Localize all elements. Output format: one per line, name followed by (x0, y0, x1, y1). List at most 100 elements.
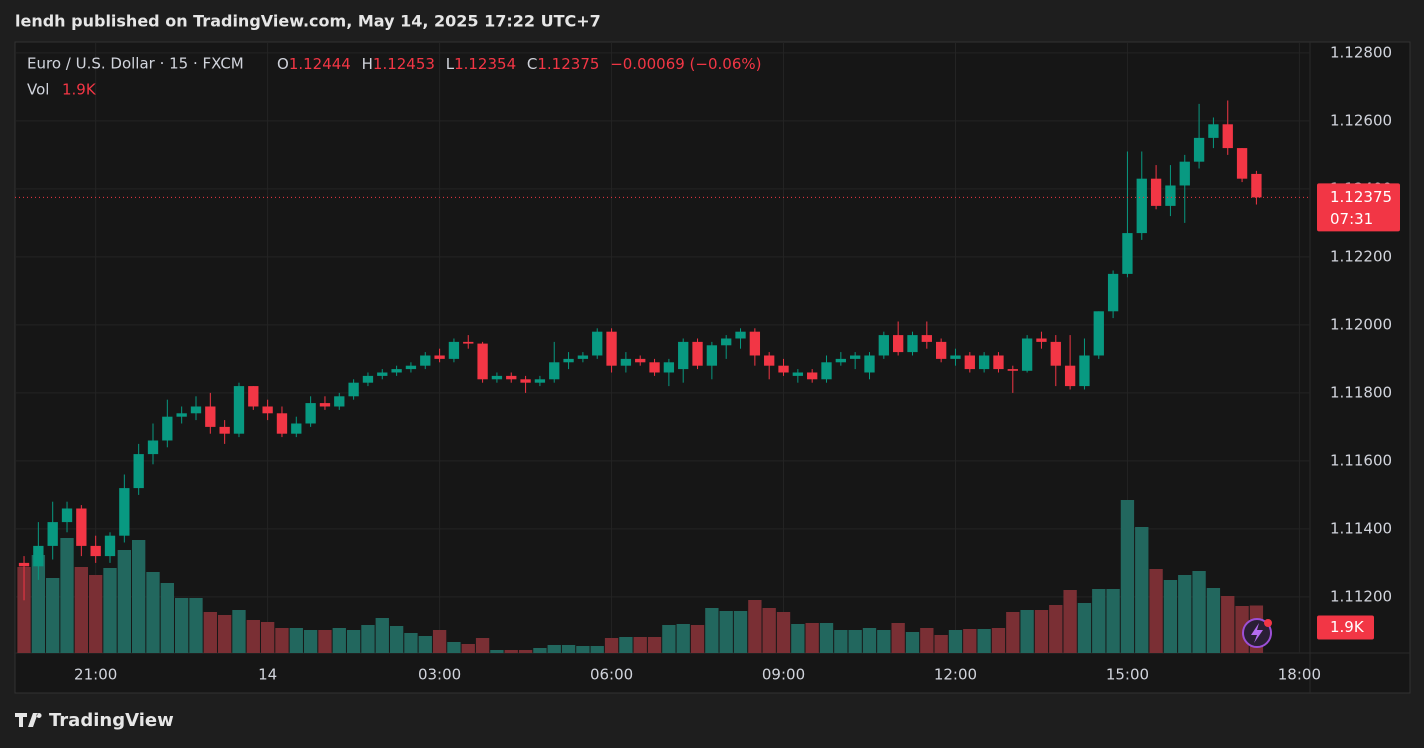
logo-text: TradingView (49, 710, 174, 731)
volume-bar (203, 612, 217, 653)
candle-body (133, 454, 144, 489)
candle-body (649, 362, 660, 373)
volume-bar (819, 623, 834, 653)
candle-body (1079, 355, 1090, 387)
candle-body (821, 362, 832, 380)
candle-body (1021, 338, 1033, 371)
volume-bar (1034, 610, 1049, 653)
candle-body (706, 345, 718, 366)
high-label: H (362, 55, 373, 73)
volume-axis-label: 1.9K (1330, 618, 1365, 636)
candle-body (892, 335, 904, 353)
candle-body (219, 426, 230, 434)
volume-bar (389, 626, 404, 653)
chart-frame (14, 41, 1411, 694)
close-value: 1.12375 (537, 55, 599, 73)
candle-body (391, 369, 402, 373)
candle-body (950, 355, 961, 359)
candle-body (305, 403, 316, 424)
volume-bar (991, 628, 1006, 653)
candle-body (721, 338, 732, 346)
low-value: 1.12354 (454, 55, 516, 73)
candle-body (577, 355, 589, 359)
volume-bar (834, 630, 848, 653)
candle-body (692, 341, 703, 366)
x-tick-label: 21:00 (74, 666, 117, 684)
volume-bar (232, 610, 246, 653)
volume-bar (461, 644, 475, 653)
candle-body (477, 343, 488, 380)
x-tick-label: 14 (258, 666, 277, 684)
alert-icon[interactable] (1242, 618, 1272, 648)
candle-body (563, 358, 574, 363)
volume-bar (719, 611, 733, 653)
volume-bar (475, 638, 490, 653)
price-labels: 1.12375 07:31 1.9K (15, 183, 1400, 640)
volume-bar (533, 648, 547, 653)
volume-bar (1106, 589, 1120, 653)
footer-logo: TradingView (15, 710, 174, 731)
volume-bar (647, 637, 662, 653)
candle-body (1050, 341, 1061, 366)
volume-bar (920, 628, 934, 653)
candle-body (1136, 178, 1147, 234)
volume-bar (289, 628, 303, 653)
x-tick-label: 03:00 (418, 666, 461, 684)
volume-bar (117, 550, 132, 653)
y-tick-label: 1.11600 (1330, 451, 1392, 469)
countdown-label: 07:31 (1330, 210, 1373, 228)
candle-body (248, 386, 259, 407)
open-value: 1.12444 (289, 55, 351, 73)
volume-bar (1135, 527, 1149, 653)
volume-bar (346, 630, 361, 653)
y-tick-label: 1.12000 (1330, 315, 1392, 333)
candle-body (1150, 178, 1162, 206)
alert-bolt (1251, 623, 1263, 643)
candle-body (993, 355, 1004, 370)
candle-body (792, 372, 804, 376)
candle-body (606, 331, 617, 366)
candle-layer (18, 100, 1262, 601)
candle-body (291, 423, 302, 434)
candle-body (1036, 338, 1047, 342)
candle-body (1179, 161, 1190, 186)
candle-body (678, 341, 689, 370)
candle-body (205, 406, 216, 427)
candle-body (1064, 365, 1076, 387)
candle-body (520, 379, 531, 383)
candle-body (663, 362, 675, 373)
volume-bar (361, 625, 375, 653)
candle-body (907, 335, 918, 353)
volume-bar (432, 630, 447, 653)
volume-bar (633, 637, 647, 653)
candle-body (864, 355, 875, 373)
alert-dot (1264, 619, 1272, 627)
volume-bar (17, 567, 31, 653)
candle-body (735, 331, 746, 339)
candle-body (1107, 273, 1119, 312)
volume-bar (733, 611, 748, 653)
candle-body (119, 488, 130, 536)
candle-body (334, 396, 345, 407)
volume-bar (748, 600, 762, 653)
candle-body (635, 358, 646, 363)
volume-bar (1192, 571, 1206, 653)
candle-body (190, 406, 202, 414)
volume-bar (676, 624, 690, 653)
volume-bar (447, 642, 461, 653)
low-label: L (446, 55, 455, 73)
volume-bar (934, 635, 948, 653)
candle-body (549, 362, 560, 380)
volume-bar (174, 598, 189, 653)
volume-bar (877, 630, 891, 653)
candle-body (377, 372, 388, 376)
volume-bar (89, 575, 103, 653)
volume-bar (1163, 580, 1178, 653)
candle-body (76, 508, 87, 546)
candle-body (935, 341, 947, 359)
volume-bar (862, 628, 877, 653)
volume-bar (60, 538, 74, 653)
volume-bar (1092, 589, 1106, 653)
candle-body (1193, 137, 1205, 162)
candle-body (463, 341, 474, 344)
